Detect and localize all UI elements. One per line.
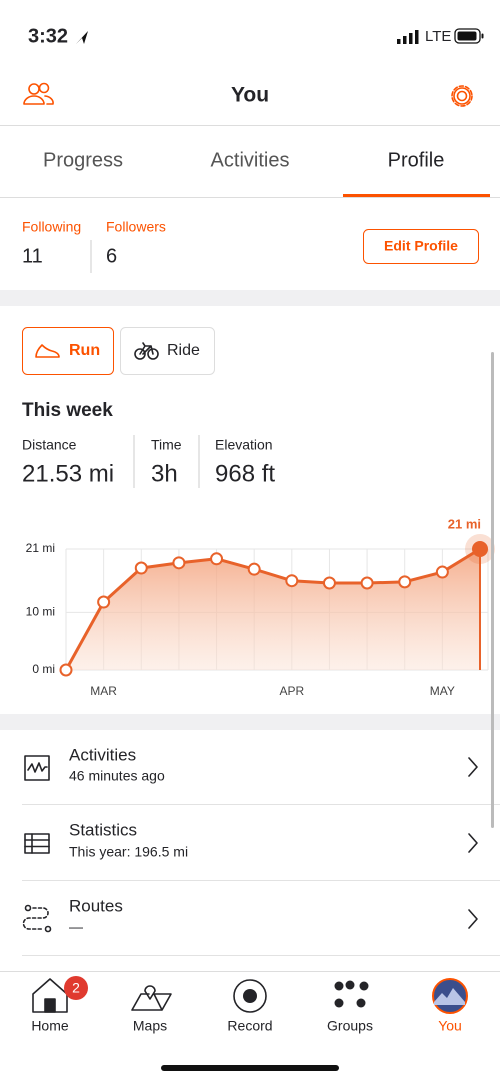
edit-profile-button[interactable] bbox=[363, 229, 479, 264]
groups-icon[interactable] bbox=[334, 980, 369, 1008]
statistics-icon bbox=[24, 833, 50, 854]
clock: 3:32 bbox=[28, 25, 68, 47]
stat-label: Elevation bbox=[215, 437, 273, 453]
menu-subtitle: 46 minutes ago bbox=[69, 768, 165, 784]
menu-subtitle: This year: 196.5 mi bbox=[69, 844, 188, 860]
tab[interactable]: Progress bbox=[43, 149, 123, 171]
x-tick-label: APR bbox=[279, 684, 304, 698]
shoe-icon bbox=[35, 344, 60, 358]
ride-button[interactable] bbox=[120, 327, 215, 375]
ride-label[interactable]: Ride bbox=[167, 342, 200, 359]
nav-label[interactable]: Groups bbox=[327, 1018, 373, 1034]
run-button[interactable] bbox=[22, 327, 114, 375]
friends-button[interactable] bbox=[23, 82, 54, 105]
y-tick-label: 21 mi bbox=[26, 541, 55, 555]
point bbox=[285, 574, 299, 588]
scrollbar bbox=[491, 352, 494, 828]
settings-button[interactable] bbox=[451, 85, 473, 107]
point bbox=[210, 552, 224, 566]
menu-title[interactable]: Statistics bbox=[69, 820, 137, 839]
point bbox=[172, 556, 186, 570]
point bbox=[435, 565, 449, 579]
value-label: 21 mi bbox=[448, 516, 481, 531]
point bbox=[97, 595, 111, 609]
point bbox=[360, 576, 374, 590]
menu-title[interactable]: Activities bbox=[69, 745, 136, 764]
badge bbox=[64, 976, 88, 1000]
edit-profile-label[interactable]: Edit Profile bbox=[384, 238, 458, 254]
record-icon[interactable] bbox=[233, 979, 267, 1013]
area bbox=[66, 549, 480, 670]
nav-label[interactable]: Home bbox=[31, 1018, 69, 1034]
week-title: This week bbox=[22, 400, 113, 421]
point bbox=[59, 663, 73, 677]
section-gap bbox=[0, 290, 500, 306]
stat-value: 968 ft bbox=[215, 460, 275, 487]
stat-label: Distance bbox=[22, 437, 77, 453]
maps-icon[interactable] bbox=[131, 985, 172, 1011]
routes-icon bbox=[22, 904, 52, 933]
run-label[interactable]: Run bbox=[69, 342, 100, 359]
home-indicator bbox=[161, 1065, 339, 1071]
menu-subtitle: — bbox=[69, 919, 83, 935]
nav-label[interactable]: Maps bbox=[133, 1018, 167, 1034]
section-gap bbox=[0, 714, 500, 730]
tab[interactable]: Activities bbox=[211, 149, 290, 171]
chevron[interactable] bbox=[468, 833, 478, 853]
x-tick-label: MAY bbox=[430, 684, 455, 698]
followers-count[interactable]: 6 bbox=[106, 245, 117, 267]
location-icon bbox=[76, 31, 88, 44]
bike-icon bbox=[134, 342, 159, 360]
stat-label: Time bbox=[151, 437, 182, 453]
nav-label[interactable]: Record bbox=[227, 1018, 272, 1034]
battery-icon bbox=[454, 28, 484, 44]
page-title: You bbox=[231, 84, 269, 107]
point-highlight bbox=[472, 541, 488, 557]
home-icon[interactable] bbox=[32, 978, 68, 1013]
point bbox=[134, 561, 148, 575]
chart: 0 mi 10 mi 21 mi MAR APR MAY 21 mi bbox=[26, 516, 495, 698]
following-count[interactable]: 11 bbox=[22, 245, 43, 267]
followers-label[interactable]: Followers bbox=[106, 219, 166, 235]
network: LTE bbox=[425, 28, 451, 45]
activities-icon bbox=[24, 755, 50, 781]
signal-icon bbox=[397, 30, 419, 44]
menu-title[interactable]: Routes bbox=[69, 896, 123, 915]
chevron[interactable] bbox=[468, 909, 478, 929]
point bbox=[398, 575, 412, 589]
tab-underline bbox=[343, 194, 490, 197]
avatar[interactable] bbox=[432, 978, 468, 1014]
badge-count: 2 bbox=[72, 980, 80, 996]
point bbox=[247, 562, 261, 576]
point bbox=[322, 576, 336, 590]
stat-value: 21.53 mi bbox=[22, 460, 114, 487]
y-tick-label: 0 mi bbox=[32, 662, 55, 676]
y-tick-label: 10 mi bbox=[26, 605, 55, 619]
stat-value: 3h bbox=[151, 460, 178, 487]
tab-active[interactable]: Profile bbox=[388, 149, 445, 171]
chevron[interactable] bbox=[468, 757, 478, 777]
x-tick-label: MAR bbox=[90, 684, 117, 698]
following-label[interactable]: Following bbox=[22, 219, 81, 235]
nav-label[interactable]: You bbox=[438, 1018, 462, 1034]
